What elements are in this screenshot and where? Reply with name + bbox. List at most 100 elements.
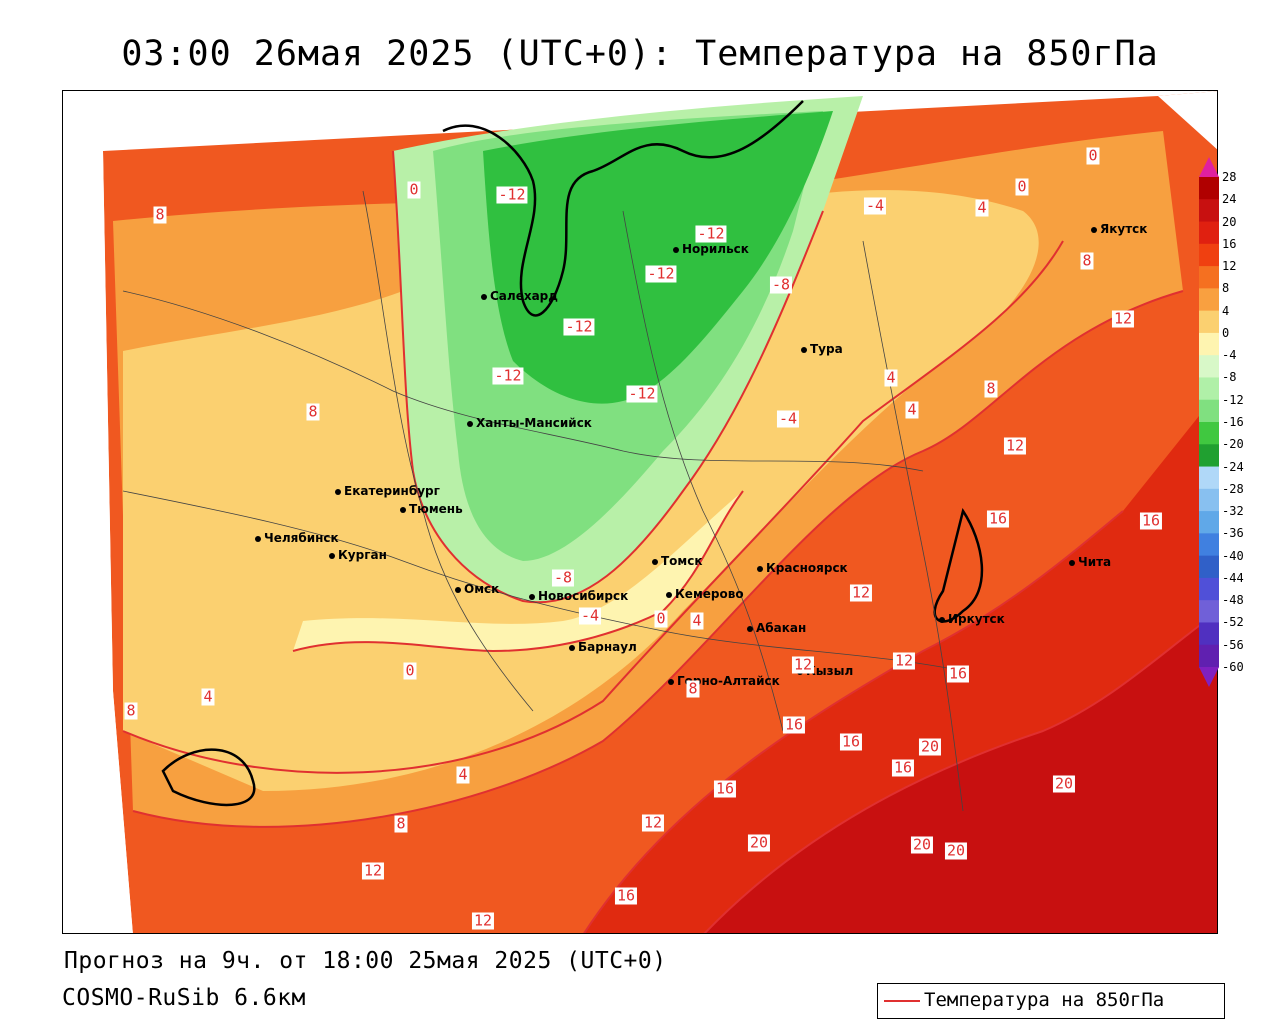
forecast-info: Прогноз на 9ч. от 18:00 25мая 2025 (UTC+… [64,948,667,974]
contour-label: 8 [124,701,138,720]
model-info: COSMO-RuSib 6.6км [62,985,306,1011]
contour-label: 16 [713,779,737,798]
coastline [161,100,984,807]
colorbar-step [1199,555,1219,579]
colorbar-step [1199,577,1219,601]
colorbar-step [1199,266,1219,289]
field-0 [293,491,743,651]
city-label: Барнаул [569,640,637,654]
contour-label: 16 [891,758,915,777]
contour-label: 20 [944,841,968,860]
colorbar-tick-label: 4 [1222,303,1230,318]
contour-label: 16 [782,715,806,734]
colorbar-tick-label: -32 [1222,504,1244,519]
colorbar-tick-label: -16 [1222,415,1244,429]
city-label: Новосибирск [529,589,628,603]
contour-label: 4 [456,765,470,784]
colorbar-step [1199,511,1219,534]
contour-label: 16 [839,732,863,751]
contour-label: 12 [641,813,665,832]
contour-label: 20 [1052,774,1076,793]
contour-label: 12 [1003,436,1027,455]
colorbar-tick-label: -40 [1222,548,1244,563]
colorbar-tick-label: -4 [1222,348,1237,363]
colorbar-tick-label: -12 [1222,392,1244,407]
contour-label: 12 [471,911,495,930]
contour-label: 16 [1139,511,1163,530]
city-label: Екатеринбург [335,484,440,498]
contour-label: 12 [791,655,815,674]
colorbar-steps [1199,177,1219,668]
city-label: Салехард [481,289,558,303]
contour-label: 20 [918,737,942,756]
contour-label: -12 [563,317,595,336]
colorbar-step [1199,332,1219,356]
contour-label: -8 [551,568,575,587]
colorbar-tick-label: -20 [1222,437,1244,452]
colorbar-tick-label: -44 [1222,570,1244,585]
contour-label: 8 [153,205,167,224]
colorbar-step [1199,355,1219,378]
colorbar-step [1199,622,1219,646]
contour-label: -4 [776,409,800,428]
colorbar-tick-label: -48 [1222,593,1244,608]
contour-label: -12 [695,224,727,243]
contour-label: -4 [578,606,602,625]
contour-label: -4 [863,196,887,215]
city-label: Якутск [1091,222,1147,236]
city-label: Красноярск [757,561,848,575]
colorbar-step [1199,399,1219,423]
colorbar-tick-label: -24 [1222,459,1244,474]
colorbar-step [1199,288,1219,312]
colorbar-step [1199,377,1219,401]
colorbar-tick-label: 0 [1222,325,1230,340]
contour-label: 0 [407,180,421,199]
contour-label: -12 [492,366,524,385]
contour-label: 4 [884,368,898,387]
colorbar [1199,157,1219,687]
contour-label: 16 [946,664,970,683]
colorbar-tick-label: 16 [1222,236,1237,251]
colorbar-step [1199,422,1219,445]
city-label: Челябинск [255,531,339,545]
city-label: Горно-Алтайск [668,674,780,688]
legend-line-swatch [884,1000,920,1002]
colorbar-step [1199,243,1219,267]
colorbar-step [1199,310,1219,334]
city-label: Кызыл [797,664,853,678]
colorbar-tick-label: 20 [1222,214,1237,229]
contour-label: 12 [892,651,916,670]
colorbar-step [1199,177,1219,200]
legend-label: Температура на 850гПа [924,989,1165,1011]
contour-label: 4 [201,687,215,706]
colorbar-step [1199,444,1219,468]
contour-label: -12 [496,185,528,204]
city-label: Тюмень [400,502,463,516]
contour-label: 0 [1015,177,1029,196]
colorbar-tick-label: -8 [1222,370,1237,385]
city-label: Иркутск [939,612,1005,626]
field-20 [704,612,1217,933]
colorbar-step [1199,600,1219,623]
city-label: Абакан [747,621,806,635]
city-label: Омск [455,582,499,596]
colorbar-tick-label: 28 [1222,170,1237,184]
temperature-map: Салехард Норильск Тура Якутск Ханты-Манс… [62,90,1218,934]
colorbar-tick-label: -56 [1222,637,1244,652]
colorbar-tick-label: 8 [1222,281,1230,296]
colorbar-tick-label: 12 [1222,259,1237,274]
colorbar-step [1199,533,1219,557]
contour-label: 12 [849,583,873,602]
contour-label: -12 [626,384,658,403]
colorbar-tick-label: -52 [1222,615,1244,630]
contour-label: 16 [986,509,1010,528]
contour-label: 4 [905,400,919,419]
contour-label: 8 [984,379,998,398]
page-title: 03:00 26мая 2025 (UTC+0): Температура на… [121,34,1159,74]
contour-label: 0 [1086,146,1100,165]
city-label: Томск [652,554,703,568]
contour-label: -12 [645,264,677,283]
contour-label: 4 [690,611,704,630]
colorbar-step [1199,488,1219,512]
contour-label: 20 [910,835,934,854]
